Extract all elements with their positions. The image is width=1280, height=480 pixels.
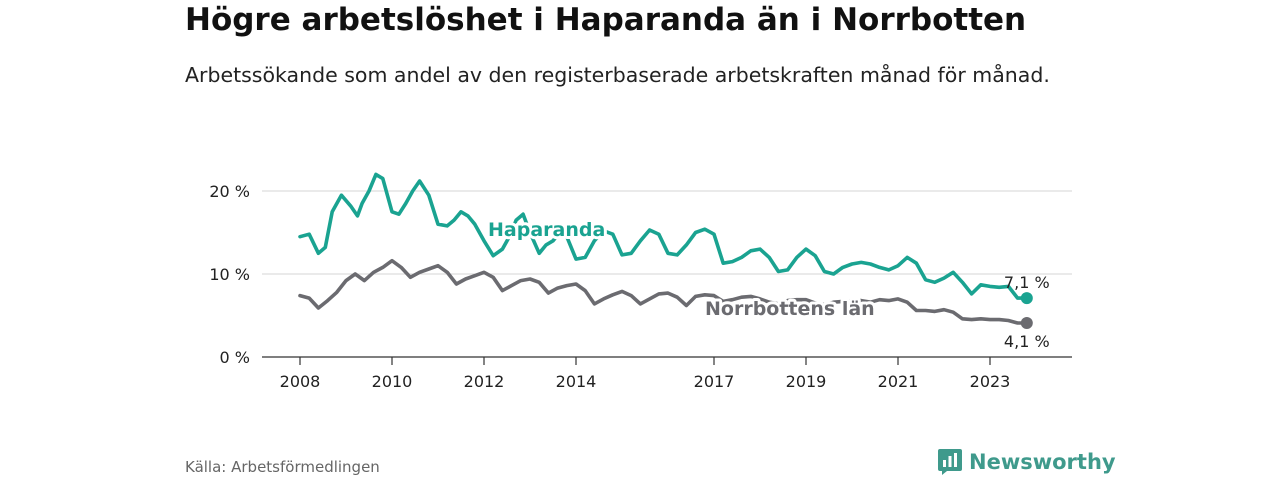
x-tick-label: 2008 [280, 372, 321, 391]
newsworthy-logo-icon [938, 449, 962, 475]
source-note: Källa: Arbetsförmedlingen [185, 458, 380, 476]
brand-name: Newsworthy [969, 450, 1116, 474]
series-line-haparanda [298, 172, 1029, 300]
x-tick-label: 2010 [372, 372, 413, 391]
series-label-norrbotten: Norrbottens län [705, 298, 875, 320]
end-value-label-haparanda: 7,1 % [1004, 273, 1050, 292]
series-lines [298, 172, 1033, 329]
grid-lines [262, 190, 1072, 358]
y-tick-label: 0 % [220, 348, 250, 367]
x-tick-label: 2012 [464, 372, 505, 391]
x-axis-labels: 2008 2010 2012 2014 2017 2019 2021 2023 [280, 372, 1011, 391]
y-tick-label: 10 % [209, 265, 250, 284]
x-tick-label: 2017 [694, 372, 735, 391]
y-axis-labels: 0 % 10 % 20 % [209, 182, 250, 367]
x-axis-ticks [299, 357, 991, 365]
series-labels: 7,1 % Haparanda 4,1 % Norrbottens län [485, 216, 1050, 351]
y-tick-label: 20 % [209, 182, 250, 201]
x-tick-label: 2023 [970, 372, 1011, 391]
series-end-point-norrbotten [1020, 316, 1033, 329]
chart-subtitle: Arbetssökande som andel av den registerb… [185, 63, 1050, 87]
x-tick-label: 2019 [786, 372, 827, 391]
chart-title: Högre arbetslöshet i Haparanda än i Norr… [185, 2, 1027, 38]
series-line-norrbotten [298, 258, 1029, 325]
x-tick-label: 2021 [878, 372, 919, 391]
end-value-label-norrbotten: 4,1 % [1004, 332, 1050, 351]
series-label-haparanda: Haparanda [488, 219, 605, 241]
series-end-point-haparanda [1020, 292, 1033, 305]
x-tick-label: 2014 [556, 372, 597, 391]
line-chart: 0 % 10 % 20 % 2008 2010 2012 2014 2017 2019 2021… [209, 172, 1072, 391]
brand-logo: Newsworthy [937, 448, 1116, 476]
